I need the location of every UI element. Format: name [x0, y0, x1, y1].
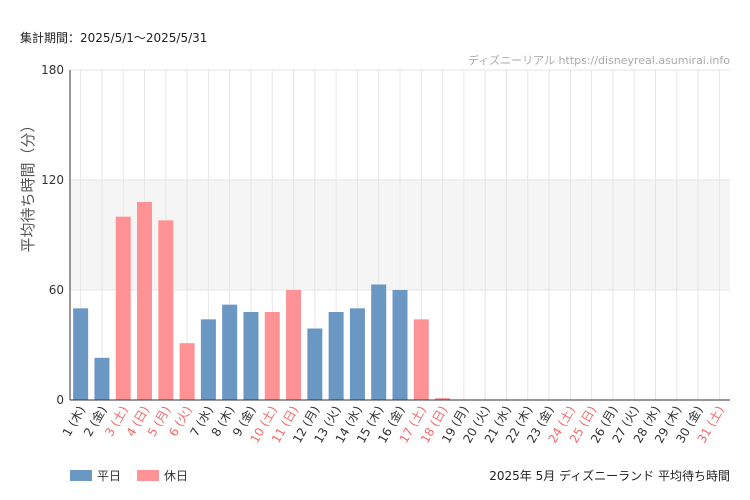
bar-day-12[interactable]: [307, 328, 323, 401]
site-credit[interactable]: ディズニーリアル https://disneyreal.asumirai.inf…: [467, 54, 730, 67]
bar-day-15[interactable]: [371, 284, 387, 401]
y-tick-label: 180: [41, 63, 64, 77]
bar-day-17[interactable]: [413, 319, 429, 400]
bar-day-2[interactable]: [94, 357, 110, 400]
y-tick-label: 0: [56, 393, 64, 407]
period-label: 集計期間：2025/5/1〜2025/5/31: [20, 31, 208, 45]
bar-day-13[interactable]: [328, 312, 344, 400]
y-tick-label: 60: [49, 283, 64, 297]
legend-item-weekday[interactable]: 平日: [70, 467, 121, 484]
bar-day-7[interactable]: [200, 319, 216, 400]
y-tick-label: 120: [41, 173, 64, 187]
legend-label-weekday: 平日: [97, 469, 122, 483]
bar-day-4[interactable]: [137, 202, 153, 400]
bar-day-16[interactable]: [392, 290, 408, 400]
legend-label-holiday: 休日: [164, 469, 189, 483]
bar-day-8[interactable]: [222, 304, 238, 400]
bar-day-1[interactable]: [73, 308, 89, 400]
legend-swatch-weekday: [70, 470, 92, 481]
y-axis-label: 平均待ち時間（分）: [19, 117, 37, 252]
bar-day-6[interactable]: [179, 343, 195, 400]
bar-day-14[interactable]: [349, 308, 365, 400]
bar-day-10[interactable]: [264, 312, 280, 400]
bar-day-5[interactable]: [158, 220, 174, 400]
legend-swatch-holiday: [137, 470, 160, 481]
bar-day-11[interactable]: [286, 290, 302, 400]
legend-item-holiday[interactable]: 休日: [137, 467, 188, 484]
bar-day-9[interactable]: [243, 312, 259, 400]
bar-day-18[interactable]: [435, 398, 451, 400]
legend: 平日 休日: [70, 467, 198, 484]
bar-day-3[interactable]: [115, 216, 131, 400]
chart-footer-title: 2025年 5月 ディズニーランド 平均待ち時間: [489, 469, 730, 483]
